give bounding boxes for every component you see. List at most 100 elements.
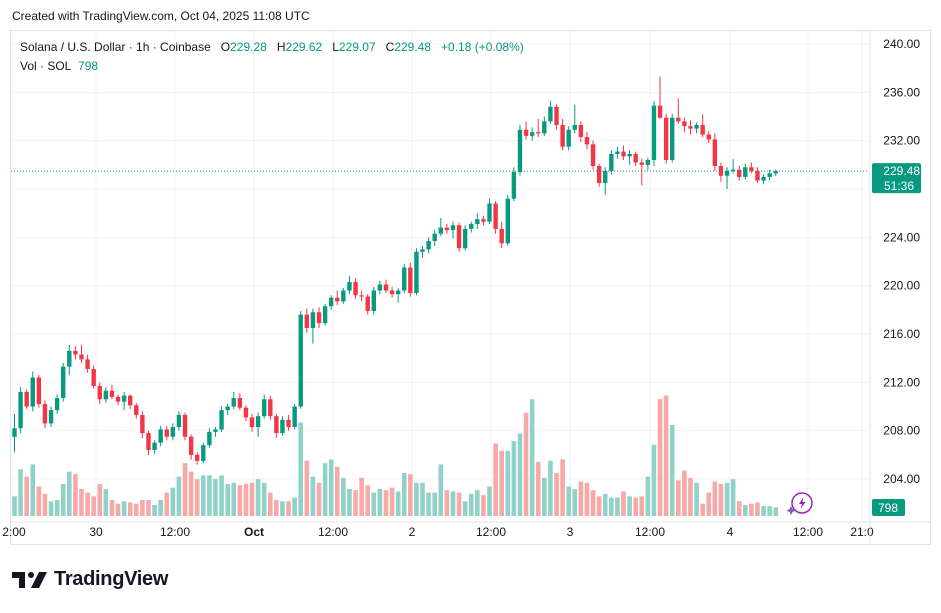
candle-body[interactable]	[292, 406, 297, 428]
candle-body[interactable]	[499, 228, 504, 244]
candle-body[interactable]	[517, 129, 523, 173]
candle-body[interactable]	[231, 398, 236, 407]
candle-body[interactable]	[621, 151, 626, 157]
candle-body[interactable]	[663, 117, 669, 160]
candle-body[interactable]	[590, 144, 596, 167]
candle-body[interactable]	[128, 395, 133, 406]
candle-body[interactable]	[359, 295, 364, 297]
candle-body[interactable]	[773, 171, 778, 174]
candle-body[interactable]	[560, 124, 565, 147]
candle-body[interactable]	[54, 398, 60, 411]
candle-body[interactable]	[176, 414, 182, 428]
candle-body[interactable]	[627, 153, 632, 157]
candle-body[interactable]	[85, 359, 90, 370]
candle-body[interactable]	[682, 121, 687, 127]
candle-body[interactable]	[462, 228, 468, 249]
candle-body[interactable]	[103, 390, 109, 400]
candle-body[interactable]	[377, 284, 383, 291]
candle-body[interactable]	[304, 314, 310, 328]
candle-body[interactable]	[243, 407, 249, 418]
candle-body[interactable]	[213, 429, 218, 432]
candle-body[interactable]	[755, 170, 760, 181]
candle-body[interactable]	[603, 170, 608, 183]
candle-body[interactable]	[274, 416, 279, 434]
candle-body[interactable]	[195, 454, 200, 461]
candle-body[interactable]	[529, 132, 535, 136]
candle-body[interactable]	[609, 153, 614, 171]
candle-body[interactable]	[371, 290, 377, 312]
tradingview-brand[interactable]: TradingView	[12, 568, 168, 591]
candle-body[interactable]	[30, 377, 35, 407]
candle-body[interactable]	[408, 267, 413, 293]
candle-body[interactable]	[645, 160, 651, 165]
candle-body[interactable]	[389, 290, 395, 295]
candle-body[interactable]	[706, 134, 711, 140]
candle-body[interactable]	[164, 429, 169, 437]
candle-body[interactable]	[469, 224, 474, 229]
candle-body[interactable]	[79, 354, 84, 360]
candle-body[interactable]	[97, 385, 102, 400]
candle-body[interactable]	[438, 227, 443, 234]
candle-body[interactable]	[596, 166, 602, 183]
candle-body[interactable]	[450, 225, 456, 231]
candle-body[interactable]	[718, 166, 724, 176]
candle-body[interactable]	[12, 428, 17, 437]
candle-body[interactable]	[584, 137, 590, 145]
candle-body[interactable]	[475, 219, 480, 225]
candle-body[interactable]	[670, 117, 675, 160]
candle-body[interactable]	[310, 312, 316, 328]
legend-symbol[interactable]: Solana / U.S. Dollar · 1h · Coinbase	[20, 40, 211, 54]
candle-body[interactable]	[237, 398, 243, 408]
candle-body[interactable]	[481, 219, 486, 222]
candle-body[interactable]	[737, 169, 742, 177]
candle-body[interactable]	[322, 306, 328, 324]
candle-body[interactable]	[487, 203, 492, 222]
candle-body[interactable]	[207, 431, 212, 446]
candle-body[interactable]	[255, 416, 261, 428]
candle-body[interactable]	[42, 404, 48, 424]
candle-body[interactable]	[73, 350, 78, 355]
candle-body[interactable]	[201, 445, 206, 461]
candle-body[interactable]	[146, 433, 151, 450]
candle-body[interactable]	[688, 126, 693, 129]
candle-body[interactable]	[298, 314, 303, 407]
candle-body[interactable]	[286, 419, 291, 428]
candle-body[interactable]	[365, 296, 370, 312]
candle-body[interactable]	[280, 419, 285, 434]
candle-body[interactable]	[48, 410, 54, 424]
candle-body[interactable]	[347, 282, 352, 291]
candle-body[interactable]	[328, 297, 334, 307]
candle-body[interactable]	[432, 233, 437, 241]
candle-body[interactable]	[225, 406, 230, 411]
candle-body[interactable]	[188, 436, 194, 455]
candle-body[interactable]	[353, 282, 358, 296]
candle-body[interactable]	[578, 124, 584, 138]
candle-body[interactable]	[36, 377, 42, 405]
candle-body[interactable]	[761, 176, 766, 181]
candle-body[interactable]	[414, 251, 419, 293]
candle-body[interactable]	[730, 169, 736, 171]
candle-body[interactable]	[115, 396, 121, 402]
candle-body[interactable]	[505, 198, 510, 244]
candle-body[interactable]	[651, 105, 657, 160]
candle-body[interactable]	[767, 173, 772, 177]
candle-body[interactable]	[633, 153, 638, 163]
candle-body[interactable]	[395, 290, 401, 295]
candle-body[interactable]	[572, 124, 577, 130]
candle-body[interactable]	[554, 106, 559, 125]
candle-body[interactable]	[261, 399, 267, 417]
candle-body[interactable]	[121, 395, 127, 402]
candle-body[interactable]	[140, 414, 145, 434]
candle-body[interactable]	[335, 297, 340, 302]
candle-body[interactable]	[536, 132, 541, 134]
candle-body[interactable]	[676, 117, 681, 122]
candle-body[interactable]	[523, 129, 529, 136]
candle-body[interactable]	[700, 124, 705, 135]
candle-body[interactable]	[444, 227, 450, 231]
candle-body[interactable]	[170, 427, 176, 437]
candle-body[interactable]	[402, 267, 407, 291]
candle-body[interactable]	[134, 405, 139, 415]
candle-body[interactable]	[511, 172, 517, 199]
candle-body[interactable]	[61, 366, 66, 399]
